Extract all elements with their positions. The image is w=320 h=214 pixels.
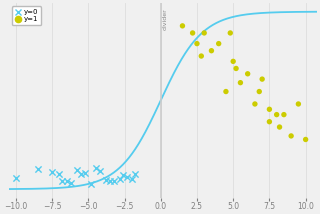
Point xyxy=(93,167,98,170)
Point xyxy=(103,179,108,182)
Text: divider: divider xyxy=(162,8,167,30)
Point xyxy=(68,181,74,185)
Point xyxy=(83,171,88,174)
Point xyxy=(129,177,134,181)
Point xyxy=(267,108,272,111)
Point xyxy=(228,31,233,35)
Point xyxy=(64,180,69,183)
Point xyxy=(296,102,301,106)
Point xyxy=(202,31,207,35)
Point xyxy=(125,175,130,179)
Point xyxy=(35,167,40,170)
Point xyxy=(238,81,243,84)
Legend: y=0, y=1: y=0, y=1 xyxy=(12,6,41,25)
Point xyxy=(231,60,236,63)
Point xyxy=(267,120,272,123)
Point xyxy=(303,138,308,141)
Point xyxy=(78,172,84,176)
Point xyxy=(257,90,262,93)
Point xyxy=(132,172,137,176)
Point xyxy=(289,134,294,138)
Point xyxy=(13,176,18,180)
Point xyxy=(252,102,258,106)
Point xyxy=(50,170,55,174)
Point xyxy=(121,174,126,177)
Point xyxy=(277,125,282,129)
Point xyxy=(117,177,123,181)
Point xyxy=(274,113,279,116)
Point xyxy=(112,179,117,183)
Point xyxy=(89,182,94,185)
Point xyxy=(190,31,195,35)
Point xyxy=(108,179,113,183)
Point xyxy=(180,24,185,28)
Point xyxy=(216,42,221,45)
Point xyxy=(281,113,286,116)
Point xyxy=(97,169,102,172)
Point xyxy=(194,42,199,45)
Point xyxy=(74,168,79,172)
Point xyxy=(245,72,250,76)
Point xyxy=(60,180,65,183)
Point xyxy=(57,172,62,176)
Point xyxy=(260,77,265,81)
Point xyxy=(209,49,214,52)
Point xyxy=(234,67,239,70)
Point xyxy=(223,90,228,93)
Point xyxy=(199,54,204,58)
